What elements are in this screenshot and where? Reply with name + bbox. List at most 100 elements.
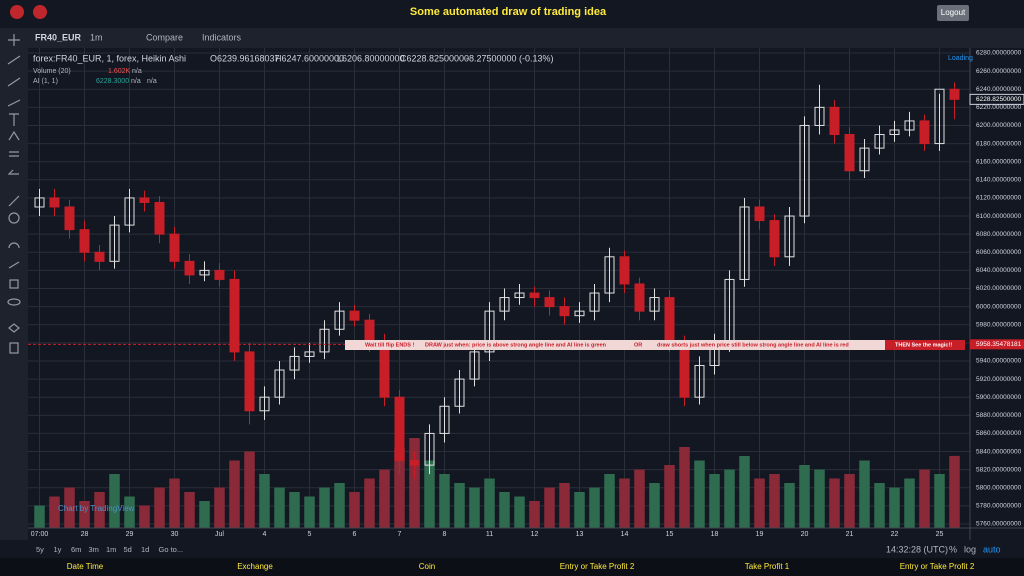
y-tick-label: 5840.00000000 [976,448,1022,455]
candle-body [94,251,105,262]
footer [0,558,1024,576]
range-button[interactable]: 6m [71,545,81,554]
banner-text: THEN See the magic!! [895,342,952,348]
range-button[interactable]: 5y [36,545,44,554]
volume-bar [409,438,420,528]
x-tick-label: 15 [666,531,674,538]
volume-bar [319,487,330,528]
watermark[interactable]: Chart by TradingView [58,504,135,513]
banner-texts: Wait till flip ENDS ! DRAW just when: pr… [365,342,952,348]
candle-body [304,351,315,357]
volume-bar [814,469,825,528]
legend-open: O6239.96168037 [210,53,280,63]
candle-body [49,197,60,208]
x-tick-label: 25 [936,531,944,538]
candle-body [274,369,285,398]
candle-body [904,120,915,131]
range-button[interactable]: 1m [106,545,116,554]
candle-body [169,233,180,262]
candle-body [244,351,255,412]
volume-bar [574,492,585,528]
candle-body [784,215,795,258]
candle-body [529,292,540,299]
x-tick-label: 5 [308,531,312,538]
compare[interactable]: Compare [146,32,183,42]
ai-na: n/a [147,78,157,85]
candle-body [889,129,900,136]
volume-bar [949,455,960,528]
candle-body [949,88,960,100]
interval[interactable]: 1m [90,32,103,42]
volume-bar [919,469,930,528]
volume-bar [304,496,315,528]
tool-icons[interactable] [7,34,21,354]
volume-bar [334,483,345,528]
symbol[interactable]: FR40_EUR [35,32,82,42]
volume-bar [259,474,270,528]
icon[interactable] [33,5,47,19]
range-button[interactable]: 1d [141,545,149,554]
candle-body [154,201,165,235]
volume-bar [154,487,165,528]
volume-bar [214,487,225,528]
volume-bar [49,496,60,528]
volume-bar [469,487,480,528]
volume-bar [859,460,870,528]
candle-body [664,297,675,344]
x-tick-label: 28 [81,531,89,538]
candle-body [289,355,300,371]
ai-name: AI (1, 1) [33,78,58,85]
volume-bar [844,474,855,528]
logout-button[interactable] [937,5,969,21]
volume-bar [454,483,465,528]
volume-bar [199,501,210,528]
footer-column: Entry or Take Profit 2 [560,562,635,571]
volume-bar [124,496,135,528]
candle-body [469,351,480,380]
candle-body [799,124,810,217]
indicators[interactable]: Indicators [202,32,242,42]
log-toggle[interactable]: log [964,544,976,554]
range-button[interactable]: Go to... [159,545,184,554]
candle-body [109,224,120,262]
volume-bar [79,501,90,528]
candle-body [619,256,630,285]
candle-body [544,297,555,308]
y-tick-label: 6080.00000000 [976,231,1022,238]
x-tick-label: 07:00 [31,531,49,538]
volume-bar [244,451,255,528]
y-tick-label: 5760.00000000 [976,521,1022,528]
candle-body [499,297,510,312]
y-tick-label: 5980.00000000 [976,321,1022,328]
candle-body [424,432,435,466]
volume-bar [94,492,105,528]
candle-body [454,378,465,407]
level-label: 5958.35478181 [976,341,1022,348]
range-button[interactable]: 3m [89,545,99,554]
y-tick-label: 5900.00000000 [976,394,1022,401]
candle-body [139,197,150,203]
banner [345,340,885,350]
candle-body [64,206,75,231]
auto-toggle[interactable]: auto [983,544,1001,554]
range-button[interactable]: 1y [54,545,62,554]
range-button[interactable]: 5d [124,545,132,554]
percent-toggle[interactable]: % [949,544,957,554]
title: Some automated draw of trading idea [410,6,607,18]
volume-bar [34,505,45,528]
price-label: 6228.82500000 [976,96,1022,103]
y-tick-label: 5940.00000000 [976,358,1022,365]
x-tick-label: 14 [621,531,629,538]
x-tick-label: 4 [263,531,267,538]
volume-bar [769,474,780,528]
volume-name: Volume (20) [33,68,71,75]
logout-label[interactable]: Logout [941,8,966,17]
footer-column: Take Profit 1 [745,562,790,571]
y-tick-label: 6240.00000000 [976,86,1022,93]
candle-body [694,364,705,398]
banner-text: DRAW just when: price is above strong an… [425,342,607,348]
ai-value: 6228.3000 [96,78,129,85]
icon[interactable] [10,5,24,19]
